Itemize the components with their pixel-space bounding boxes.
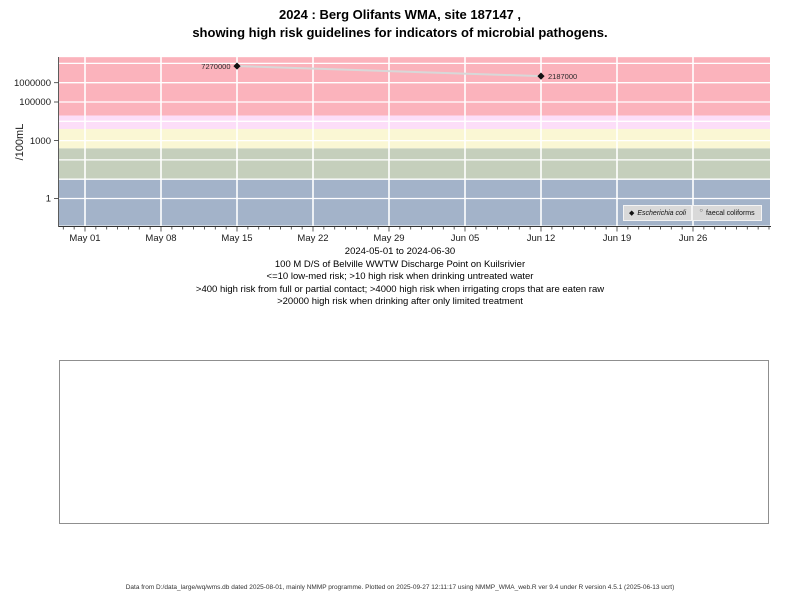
risk-band (59, 128, 770, 149)
series-line (236, 65, 542, 78)
x-tick-label: Jun 12 (527, 233, 556, 244)
risk-guideline-chart: 7270000 2187000 May 01 May 08 May 15 May 22 Ma… (14, 57, 771, 244)
caption-date-range: 2024-05-01 to 2024-06-30 (344, 246, 456, 257)
data-point-diamond (233, 62, 241, 70)
data-point-diamond (537, 72, 545, 80)
x-tick-label: May 01 (69, 233, 100, 244)
empty-plot-placeholder (59, 360, 769, 524)
y-tick-label: 1 (46, 194, 51, 205)
y-tick-label: 1000 (30, 136, 51, 147)
filled-diamond-icon: ◆ (628, 209, 635, 217)
x-tick-label: Jun 19 (603, 233, 632, 244)
legend-item-faecal-coliforms: ○ faecal coliforms (692, 205, 762, 221)
legend-item-escherichia-coli: ◆ Escherichia coli (623, 205, 692, 221)
caption-guideline-2: >400 high risk from full or partial cont… (195, 283, 605, 295)
x-tick-label: Jun 05 (451, 233, 480, 244)
risk-band (59, 57, 770, 116)
chart-legend: ◆ Escherichia coli ○ faecal coliforms (623, 205, 762, 221)
caption-guideline-1: <=10 low-med risk; >10 high risk when dr… (266, 271, 534, 283)
chart-caption: 2024-05-01 to 2024-06-30 100 M D/S of Be… (0, 246, 800, 309)
y-tick-label: 100000 (19, 97, 51, 108)
x-tick-label: May 08 (145, 233, 176, 244)
caption-guideline-3: >20000 high risk when drinking after onl… (277, 296, 523, 308)
x-tick-label: May 29 (373, 233, 404, 244)
legend-label-escherichia-coli: Escherichia coli (637, 209, 687, 217)
legend-label-faecal-coliforms: faecal coliforms (705, 209, 755, 217)
x-tick-label: May 15 (221, 233, 252, 244)
risk-band (59, 115, 770, 129)
open-circle-icon: ○ (699, 207, 703, 214)
y-tick-label: 1000000 (14, 78, 51, 89)
x-tick-label: May 22 (297, 233, 328, 244)
data-point-label: 7270000 (201, 62, 230, 71)
footer-note: Data from D:/data_large/wq/wms.db dated … (125, 584, 675, 591)
chart-title-line2: showing high risk guidelines for indicat… (192, 25, 608, 40)
caption-site-description: 100 M D/S of Belville WWTW Discharge Poi… (274, 258, 526, 270)
chart-title: 2024 : Berg Olifants WMA, site 187147 , … (0, 6, 800, 42)
data-point-label: 2187000 (548, 72, 577, 81)
chart-title-line1: 2024 : Berg Olifants WMA, site 187147 , (278, 7, 522, 22)
risk-band (59, 148, 770, 180)
x-tick-label: Jun 26 (679, 233, 708, 244)
